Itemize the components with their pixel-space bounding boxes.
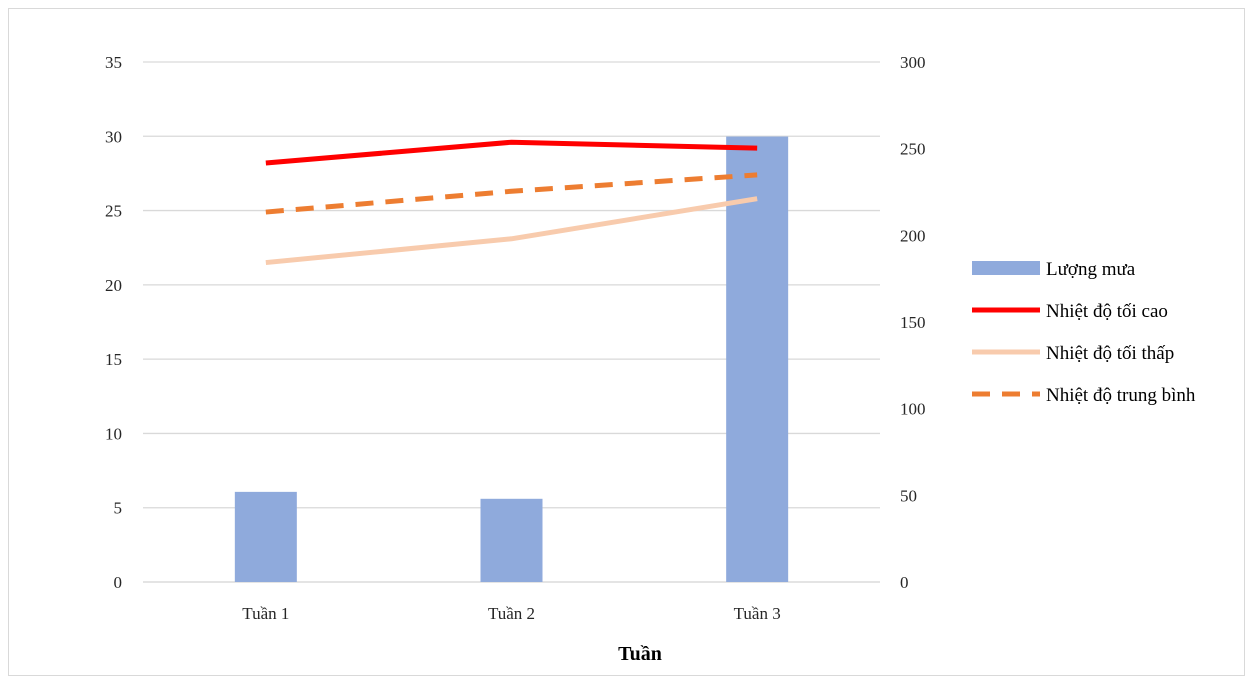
line-series-3: [265, 172, 758, 215]
left-axis-tick-label: 35: [105, 53, 122, 72]
left-axis-ticks: 0 5 10 15 20 25 30 35: [105, 53, 122, 592]
right-axis-ticks: 0 50 100 150 200 250 300: [900, 53, 926, 592]
left-axis-tick-label: 10: [105, 424, 122, 443]
line-series-2: [265, 196, 758, 266]
bar-1: [234, 491, 297, 582]
left-axis-tick-label: 5: [114, 499, 123, 518]
right-axis-tick-label: 300: [900, 53, 926, 72]
right-axis-tick-label: 200: [900, 226, 926, 245]
left-axis-tick-label: 15: [105, 350, 122, 369]
x-axis-tick-label: Tuần 1: [242, 604, 289, 623]
right-axis-tick-label: 100: [900, 400, 926, 419]
bar-3: [726, 136, 789, 583]
x-axis-tick-label: Tuần 2: [488, 604, 535, 623]
legend-label: Nhiệt độ tối thấp: [1046, 343, 1174, 364]
legend-label: Nhiệt độ trung bình: [1046, 385, 1196, 406]
right-axis-tick-label: 50: [900, 486, 917, 505]
line-series-group: [265, 139, 758, 266]
right-axis-tick-label: 0: [900, 573, 909, 592]
legend-label: Lượng mưa: [1046, 259, 1136, 280]
left-axis-tick-label: 30: [105, 127, 122, 146]
legend-swatch-bar: [972, 261, 1040, 275]
legend: Lượng mưa Nhiệt độ tối cao Nhiệt độ tối th…: [972, 259, 1196, 406]
x-axis-tick-label: Tuần 3: [734, 604, 781, 623]
x-axis-title: Tuần: [618, 643, 662, 665]
legend-label: Nhiệt độ tối cao: [1046, 301, 1168, 322]
left-axis-tick-label: 25: [105, 202, 122, 221]
left-axis-tick-label: 20: [105, 276, 122, 295]
right-axis-tick-label: 250: [900, 140, 926, 159]
x-axis-ticks: Tuần 1 Tuần 2 Tuần 3: [242, 604, 780, 623]
left-axis-tick-label: 0: [114, 573, 123, 592]
bar-2: [480, 498, 543, 582]
bar-series-group: [234, 136, 789, 583]
line-series-1: [265, 139, 758, 166]
chart-frame: [8, 8, 1245, 676]
right-axis-tick-label: 150: [900, 313, 926, 332]
